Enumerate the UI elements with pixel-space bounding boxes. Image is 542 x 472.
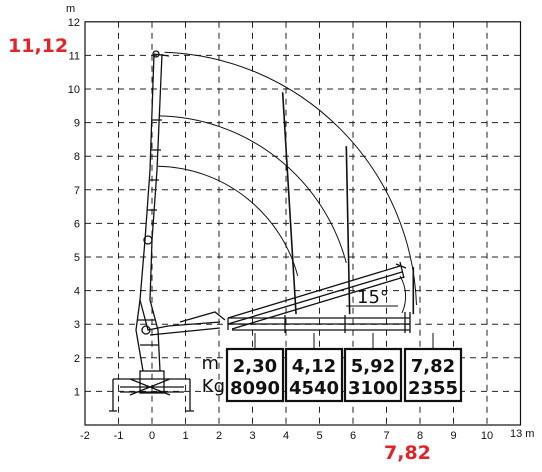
y-tick-label: 1 [74, 386, 80, 398]
load-table-reach: 7,82 [411, 356, 455, 377]
crane-upright-boom [144, 53, 170, 241]
plot-frame [84, 21, 522, 426]
drop-line [281, 92, 297, 315]
crane-column [135, 239, 161, 372]
y-tick-label: 7 [74, 185, 80, 197]
crane-base [109, 378, 194, 412]
load-table-load: 2355 [408, 378, 458, 399]
y-tick-label: 3 [74, 319, 80, 331]
load-table-reach: 2,30 [233, 356, 277, 377]
angle-arc [399, 275, 407, 314]
reach-arc [157, 165, 299, 276]
crane-inclined-boom [227, 261, 407, 330]
joint-top [152, 50, 160, 58]
y-tick-label: 8 [74, 151, 80, 163]
reach-arc [164, 51, 417, 305]
table-reach-unit: m [201, 353, 219, 374]
x-tick-label: 0 [149, 430, 155, 442]
x-tick-label: 7 [383, 430, 389, 442]
drop-line [345, 146, 351, 315]
drop-lines [281, 92, 415, 315]
x-tick-label: -2 [80, 430, 90, 442]
load-table-cell [225, 347, 285, 403]
x-tick-label: 2 [216, 430, 222, 442]
load-table-reach: 5,92 [351, 356, 395, 377]
x-tick-label: 4 [283, 430, 289, 442]
joint-1 [143, 235, 153, 245]
reach-arc [158, 115, 347, 263]
crane-column-base [139, 370, 165, 394]
x-tick-label: 9 [450, 430, 456, 442]
y-axis-unit: m [66, 3, 75, 15]
load-table-load: 8090 [230, 378, 280, 399]
joint-2 [141, 325, 151, 335]
max-reach-label: 7,82 [384, 442, 431, 464]
table-load-unit: Kg [202, 376, 225, 397]
x-tick-label: 10 [481, 430, 493, 442]
x-tick-label: 6 [350, 430, 356, 442]
grid [84, 21, 522, 426]
x-axis-ticks: -2 -1 0 1 2 3 4 5 6 7 8 9 10 [80, 430, 493, 442]
y-tick-label: 9 [74, 118, 80, 130]
x-tick-label: 3 [249, 430, 255, 442]
load-table-load: 4540 [289, 378, 339, 399]
max-height-label: 11,12 [8, 35, 68, 57]
y-tick-label: 2 [74, 353, 80, 365]
angle-indicator [346, 275, 407, 314]
y-tick-label: 5 [74, 252, 80, 264]
load-table-load: 3100 [348, 378, 398, 399]
x-axis-unit: 13 m [510, 428, 534, 440]
crane-knuckle-boom [139, 299, 229, 336]
x-tick-label: 1 [182, 430, 188, 442]
y-tick-label: 12 [68, 17, 80, 29]
load-table-reach: 4,12 [292, 356, 336, 377]
y-tick-label: 11 [69, 50, 80, 62]
crane-extension-boom [228, 312, 411, 333]
y-tick-label: 4 [74, 286, 80, 298]
x-tick-label: 8 [417, 430, 423, 442]
reach-arcs [157, 51, 417, 305]
crane-illustration [109, 50, 411, 412]
x-tick-label: -1 [114, 430, 124, 442]
x-tick-label: 5 [316, 430, 322, 442]
y-tick-label: 10 [68, 84, 80, 96]
y-tick-label: 6 [74, 218, 80, 230]
angle-label: 15° [357, 287, 389, 308]
